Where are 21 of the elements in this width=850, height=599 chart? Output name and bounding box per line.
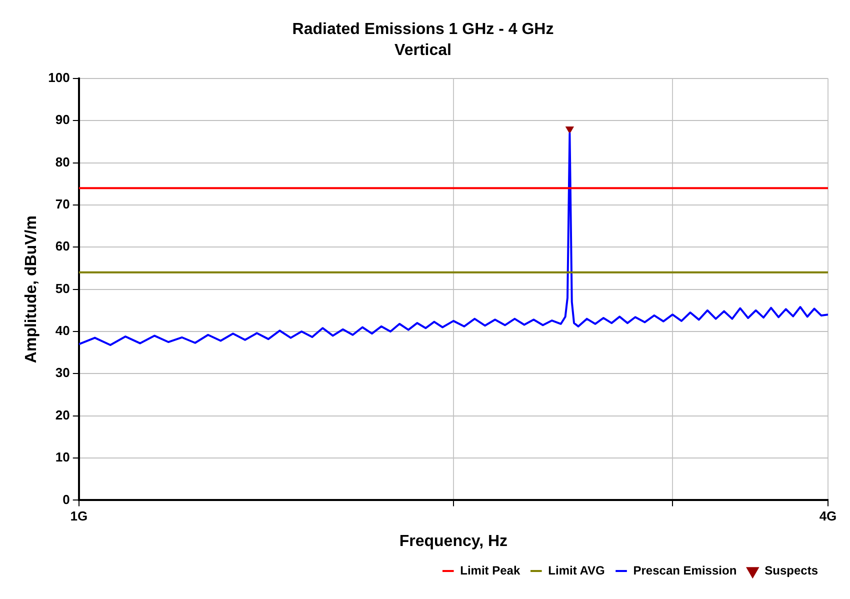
y-tick-label: 80 xyxy=(55,154,70,170)
y-tick-label: 10 xyxy=(55,450,70,465)
y-tick-label: 20 xyxy=(55,407,70,422)
chart-title: Radiated Emissions 1 GHz - 4 GHz xyxy=(292,21,554,38)
legend-label: Suspects xyxy=(764,563,818,578)
legend-label: Limit Peak xyxy=(460,563,520,578)
y-axis-title: Amplitude, dBuV/m xyxy=(23,216,40,364)
y-tick-label: 40 xyxy=(55,323,70,338)
legend-label: Prescan Emission xyxy=(633,563,737,578)
legend-label: Limit AVG xyxy=(548,563,605,578)
y-tick-label: 70 xyxy=(55,196,70,212)
x-tick-label: 1G xyxy=(70,508,88,524)
y-tick-label: 30 xyxy=(55,365,70,380)
y-tick-label: 90 xyxy=(55,112,70,128)
y-tick-label: 0 xyxy=(62,492,70,507)
y-tick-label: 50 xyxy=(55,280,70,296)
y-tick-label: 60 xyxy=(55,238,70,254)
y-tick-label: 100 xyxy=(48,70,70,85)
x-tick-label: 4G xyxy=(819,508,837,524)
x-axis-title: Frequency, Hz xyxy=(399,532,508,550)
chart-subtitle: Vertical xyxy=(394,42,452,60)
